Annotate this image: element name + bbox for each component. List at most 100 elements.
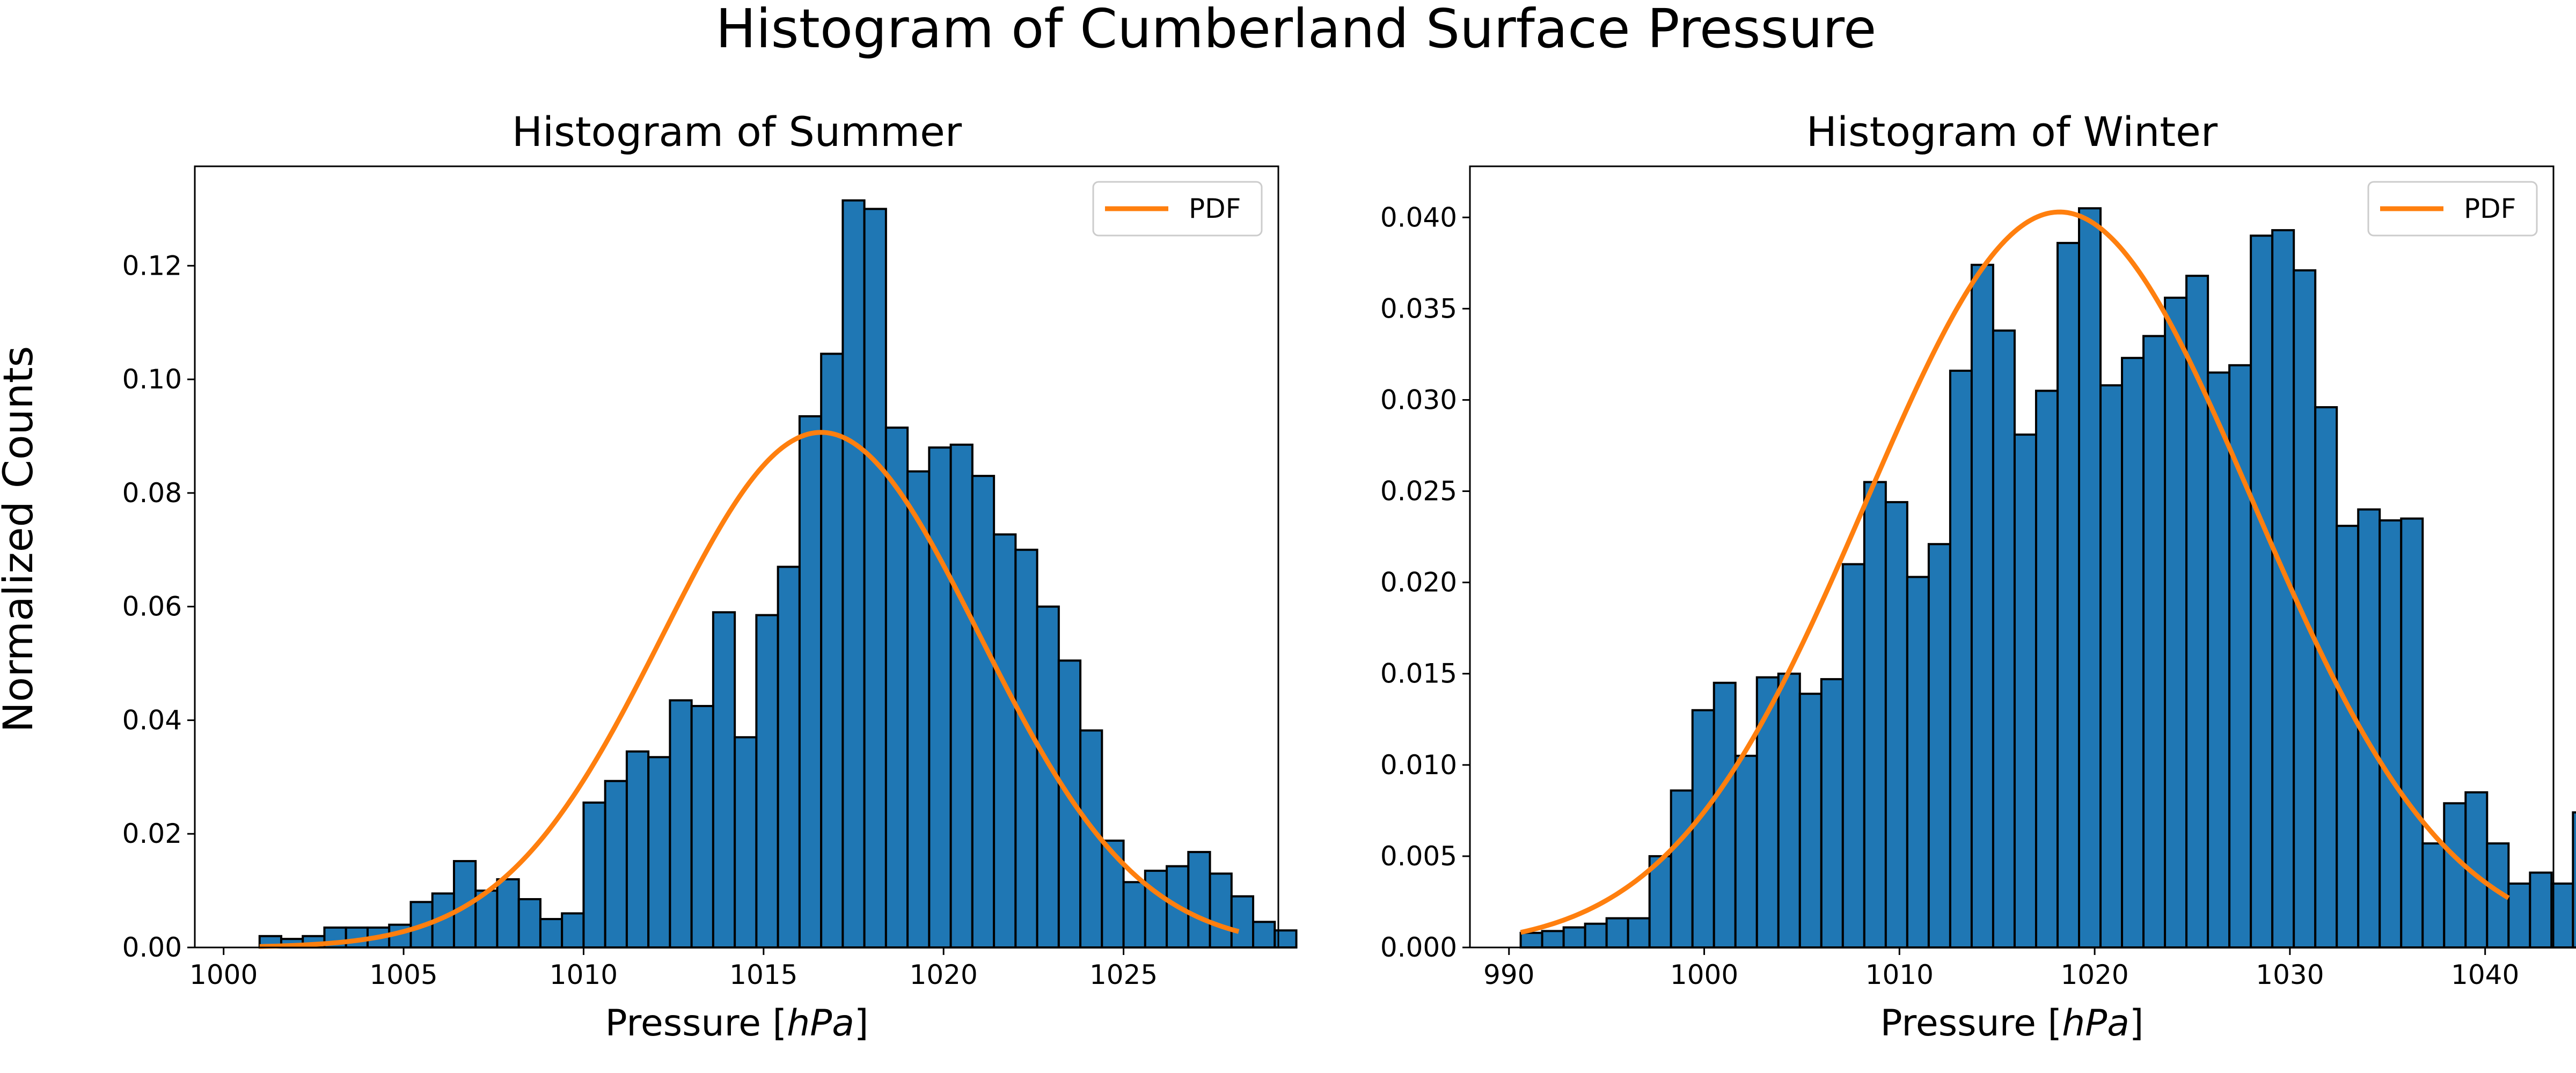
winter-pdf-line [1520, 209, 2510, 935]
summer-bar [863, 208, 887, 949]
summer-xlabel-suffix: ] [854, 1002, 869, 1045]
winter-bar [1713, 681, 1737, 949]
winter-x-ticks: 990 1000 1010 1020 1030 1040 [1483, 947, 2519, 990]
summer-bar [820, 352, 844, 949]
summer-bar [604, 780, 628, 949]
winter-bar [1562, 926, 1586, 949]
winter-bar [1755, 676, 1780, 949]
summer-bar [798, 415, 823, 949]
summer-x-tick-label: 1010 [550, 959, 618, 990]
winter-bar [1863, 481, 1887, 949]
summer-x-tick-label: 1000 [189, 959, 258, 990]
summer-bar [496, 878, 520, 949]
winter-bar [1584, 922, 1608, 949]
winter-histogram-panel: Histogram of Winter 990 1000 1010 1020 1030 1… [1380, 108, 2576, 1045]
winter-xlabel-unit: hPa [2062, 1002, 2129, 1045]
winter-x-tick-label: 990 [1483, 959, 1534, 990]
winter-bar [2099, 384, 2124, 949]
winter-y-tick-label: 0.030 [1380, 384, 1457, 415]
summer-xlabel: Pressure [hPa] [605, 1002, 869, 1045]
winter-xlabel-prefix: Pressure [ [1880, 1002, 2062, 1045]
summer-legend-box [1092, 181, 1263, 237]
summer-xlabel-unit: hPa [787, 1002, 854, 1045]
winter-bar [2507, 882, 2531, 949]
winter-bar [2379, 519, 2403, 949]
winter-y-tick-label: 0.005 [1380, 841, 1457, 872]
summer-legend: PDF [1092, 181, 1263, 237]
summer-bar [1252, 921, 1276, 949]
winter-x-tick-label: 1000 [1670, 959, 1738, 990]
summer-x-tick-label: 1005 [369, 959, 437, 990]
winter-bar [1949, 370, 1973, 949]
summer-bar [1014, 548, 1038, 949]
summer-pdf-line [259, 430, 1240, 949]
winter-legend-pdf-label: PDF [2464, 193, 2516, 224]
summer-bar [949, 443, 974, 949]
winter-y-tick-label: 0.040 [1380, 202, 1457, 233]
summer-bar [1144, 870, 1168, 949]
summer-bar [625, 750, 650, 949]
summer-y-tick-label: 0.04 [122, 704, 182, 736]
summer-legend-pdf-label: PDF [1189, 193, 1241, 224]
summer-bar [517, 898, 541, 949]
summer-bar [993, 533, 1017, 949]
winter-bar [2142, 335, 2167, 949]
summer-panel-title: Histogram of Summer [512, 108, 962, 156]
winter-bar [2250, 234, 2274, 949]
summer-bar [1122, 881, 1146, 949]
winter-bar [2550, 882, 2574, 949]
summer-bar [906, 470, 931, 949]
winter-y-tick-label: 0.000 [1380, 932, 1457, 963]
winter-bar [2207, 371, 2231, 949]
summer-bar [1230, 895, 1255, 949]
winter-y-tick-label: 0.015 [1380, 658, 1457, 689]
summer-histogram-panel: Histogram of Summer 1000 1005 1010 1015 1020… [122, 108, 1298, 1045]
summer-axes-frame [194, 165, 1279, 949]
winter-bar [1541, 930, 1565, 949]
winter-y-tick-label: 0.020 [1380, 567, 1457, 598]
winter-bar [2443, 802, 2467, 949]
summer-bar [690, 704, 714, 949]
summer-y-tick-label: 0.00 [122, 932, 182, 963]
summer-bar [755, 614, 779, 949]
winter-bar [1906, 576, 1930, 949]
summer-bar [734, 736, 758, 949]
summer-bar [971, 475, 996, 949]
winter-bar [2336, 525, 2360, 949]
summer-y-ticks: 0.00 0.02 0.04 0.06 0.08 0.10 0.12 [122, 250, 195, 963]
summer-y-tick-label: 0.12 [122, 250, 182, 281]
summer-bar [777, 565, 801, 949]
winter-bar [2400, 517, 2424, 949]
summer-bar [1036, 605, 1060, 949]
summer-bar [561, 912, 585, 949]
winter-panel-title: Histogram of Winter [1806, 108, 2218, 156]
summer-xlabel-prefix: Pressure [ [605, 1002, 787, 1045]
summer-x-tick-label: 1015 [729, 959, 797, 990]
summer-y-tick-label: 0.06 [122, 591, 182, 622]
winter-bar [2035, 389, 2059, 949]
winter-y-tick-label: 0.035 [1380, 293, 1457, 324]
summer-bar [669, 699, 693, 949]
winter-y-tick-label: 0.010 [1380, 749, 1457, 781]
summer-bar [841, 199, 866, 949]
summer-x-tick-label: 1020 [910, 959, 978, 990]
winter-bar [1798, 693, 1823, 949]
winter-legend: PDF [2367, 181, 2538, 237]
winter-bars [1519, 207, 2576, 949]
winter-y-ticks: 0.000 0.005 0.010 0.015 0.020 0.025 0.030 0.035… [1380, 202, 1470, 963]
figure-suptitle: Histogram of Cumberland Surface Pressure [716, 0, 1877, 60]
winter-bar [2572, 811, 2576, 949]
winter-bar [2013, 433, 2037, 949]
summer-bars [258, 199, 1298, 949]
winter-bar [2529, 871, 2553, 949]
summer-bar [539, 918, 564, 949]
summer-bar [647, 756, 671, 949]
winter-x-tick-label: 1020 [2060, 959, 2128, 990]
winter-bar [2056, 241, 2081, 949]
winter-x-tick-label: 1040 [2451, 959, 2519, 990]
winter-bar [1734, 754, 1758, 949]
summer-y-tick-label: 0.08 [122, 477, 182, 509]
winter-bar [1841, 563, 1865, 949]
